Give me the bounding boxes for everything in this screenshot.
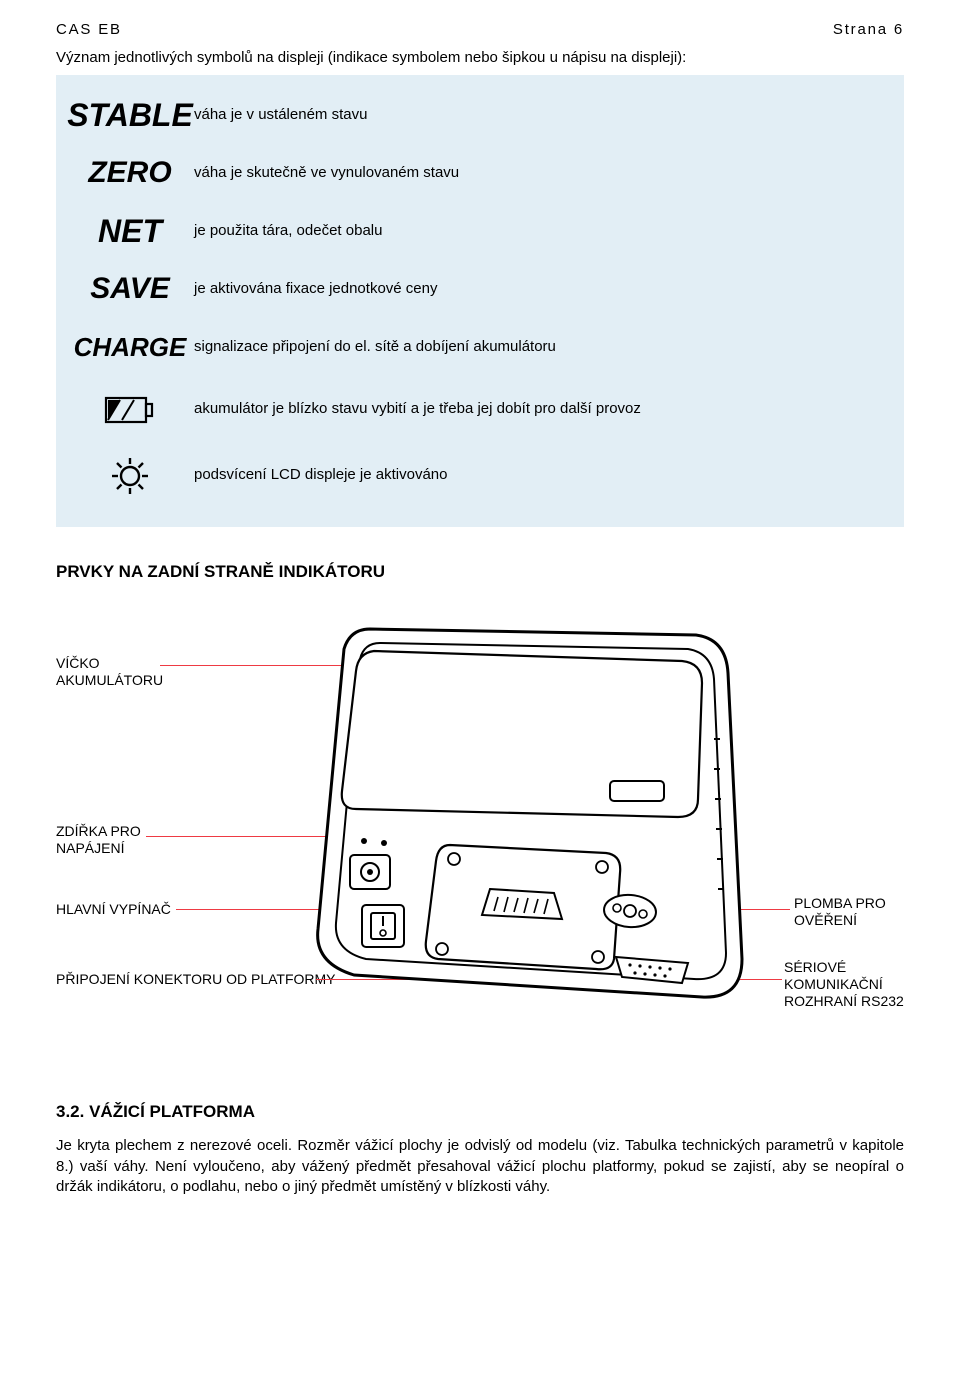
- desc-net: je použita tára, odečet obalu: [194, 221, 890, 241]
- row-save: SAVE je aktivována fixace jednotkové cen…: [66, 261, 890, 319]
- section-3-2-title: 3.2. VÁŽICÍ PLATFORMA: [56, 1101, 904, 1124]
- row-stable: STABLE váha je v ustáleném stavu: [66, 87, 890, 145]
- battery-low-icon: [66, 396, 194, 424]
- desc-stable: váha je v ustáleném stavu: [194, 105, 890, 125]
- page-header: CAS EB Strana 6: [56, 20, 904, 40]
- label-main-switch: HLAVNÍ VYPÍNAČ: [56, 901, 171, 918]
- header-right: Strana 6: [833, 20, 904, 40]
- desc-battery: akumulátor je blízko stavu vybití a je t…: [194, 399, 890, 419]
- label-stable: STABLE: [66, 94, 194, 137]
- row-battery: akumulátor je blízko stavu vybití a je t…: [66, 377, 890, 443]
- desc-charge: signalizace připojení do el. sítě a dobí…: [194, 337, 890, 357]
- back-diagram: VÍČKO AKUMULÁTORU ZDÍŘKA PRO NAPÁJENÍ HL…: [56, 591, 904, 1071]
- row-backlight: podsvícení LCD displeje je aktivováno: [66, 443, 890, 509]
- back-section-title: PRVKY NA ZADNÍ STRANĚ INDIKÁTORU: [56, 561, 904, 584]
- intro-text: Význam jednotlivých symbolů na displeji …: [56, 48, 904, 68]
- header-left: CAS EB: [56, 20, 122, 40]
- device-line-art: [310, 619, 750, 1009]
- row-zero: ZERO váha je skutečně ve vynulovaném sta…: [66, 145, 890, 203]
- row-net: NET je použita tára, odečet obalu: [66, 203, 890, 261]
- label-net: NET: [66, 210, 194, 253]
- label-battery-cover: VÍČKO AKUMULÁTORU: [56, 655, 163, 689]
- label-zero: ZERO: [66, 153, 194, 194]
- symbol-definitions: STABLE váha je v ustáleném stavu ZERO vá…: [56, 75, 904, 527]
- label-platform-conn: PŘIPOJENÍ KONEKTORU OD PLATFORMY: [56, 971, 336, 988]
- desc-save: je aktivována fixace jednotkové ceny: [194, 279, 890, 299]
- label-seal: PLOMBA PRO OVĚŘENÍ: [794, 895, 904, 929]
- label-power-jack: ZDÍŘKA PRO NAPÁJENÍ: [56, 823, 141, 857]
- section-3-2: 3.2. VÁŽICÍ PLATFORMA Je kryta plechem z…: [56, 1101, 904, 1197]
- desc-backlight: podsvícení LCD displeje je aktivováno: [194, 465, 890, 485]
- label-charge: CHARGE: [66, 330, 194, 365]
- row-charge: CHARGE signalizace připojení do el. sítě…: [66, 319, 890, 377]
- sun-icon: [66, 456, 194, 496]
- label-save: SAVE: [66, 269, 194, 310]
- label-rs232: SÉRIOVÉ KOMUNIKAČNÍ ROZHRANÍ RS232: [784, 959, 904, 1009]
- section-3-2-body: Je kryta plechem z nerezové oceli. Rozmě…: [56, 1136, 904, 1197]
- desc-zero: váha je skutečně ve vynulovaném stavu: [194, 163, 890, 183]
